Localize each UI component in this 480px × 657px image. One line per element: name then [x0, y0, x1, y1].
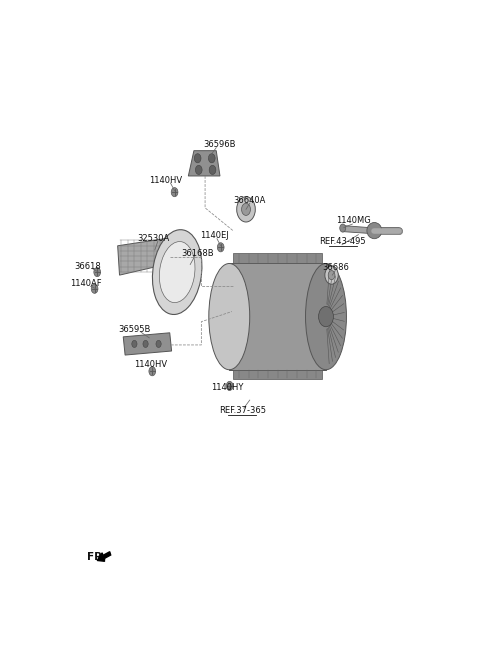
Text: 1140HY: 1140HY	[211, 383, 243, 392]
Text: FR.: FR.	[87, 553, 106, 562]
Circle shape	[194, 154, 201, 163]
Circle shape	[226, 381, 233, 390]
Circle shape	[156, 340, 161, 348]
Text: 1140HV: 1140HV	[149, 175, 182, 185]
Ellipse shape	[159, 242, 195, 303]
Text: 36596B: 36596B	[204, 140, 236, 149]
Text: 36595B: 36595B	[118, 325, 151, 334]
Text: REF.37-365: REF.37-365	[219, 406, 266, 415]
Text: 36640A: 36640A	[234, 196, 266, 205]
Circle shape	[208, 154, 215, 163]
Circle shape	[328, 271, 335, 280]
Ellipse shape	[153, 230, 202, 315]
Ellipse shape	[305, 263, 347, 370]
Polygon shape	[233, 370, 322, 379]
Text: 32530A: 32530A	[137, 234, 169, 242]
Circle shape	[325, 266, 338, 284]
Circle shape	[171, 188, 178, 196]
Text: REF.43-495: REF.43-495	[319, 237, 366, 246]
Ellipse shape	[319, 306, 334, 327]
Circle shape	[241, 203, 251, 215]
Circle shape	[340, 224, 346, 232]
Polygon shape	[188, 150, 220, 176]
Circle shape	[143, 340, 148, 348]
Text: 1140AF: 1140AF	[70, 279, 102, 288]
Text: 36168B: 36168B	[181, 249, 214, 258]
Text: 36686: 36686	[322, 263, 348, 271]
Ellipse shape	[209, 263, 250, 370]
Polygon shape	[123, 333, 172, 355]
Text: 36618: 36618	[74, 261, 101, 271]
Circle shape	[149, 367, 156, 376]
Circle shape	[94, 267, 100, 277]
Circle shape	[237, 196, 255, 222]
Circle shape	[91, 284, 98, 293]
Circle shape	[217, 242, 224, 252]
Text: 1140EJ: 1140EJ	[200, 231, 229, 240]
Polygon shape	[343, 225, 372, 234]
Polygon shape	[233, 254, 322, 263]
Ellipse shape	[367, 223, 382, 238]
Polygon shape	[229, 263, 326, 370]
Circle shape	[132, 340, 137, 348]
FancyArrow shape	[97, 552, 111, 561]
Polygon shape	[118, 238, 170, 275]
Circle shape	[209, 166, 216, 175]
Text: 1140MG: 1140MG	[336, 216, 371, 225]
Circle shape	[195, 166, 202, 175]
Text: 1140HV: 1140HV	[134, 360, 168, 369]
